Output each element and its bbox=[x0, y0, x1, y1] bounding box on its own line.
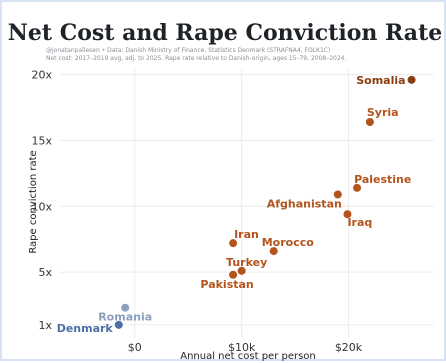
y-tick-label-10x: 10x bbox=[31, 200, 52, 213]
point-label-pakistan: Pakistan bbox=[200, 278, 253, 291]
chart-title: Net Cost and Rape Conviction Rate bbox=[8, 20, 442, 46]
point-pakistan bbox=[229, 270, 238, 279]
point-label-denmark: Denmark bbox=[57, 322, 114, 335]
point-label-morocco: Morocco bbox=[262, 236, 315, 249]
point-morocco bbox=[269, 247, 278, 256]
y-axis-ticks: 1x 5x 10x 15x 20x bbox=[31, 69, 52, 332]
x-tick-label-20k: $20k bbox=[335, 341, 363, 354]
chart-subtitle-line-1: @jonatanpallesen • Data: Danish Ministry… bbox=[46, 47, 330, 54]
x-tick-label-0: $0 bbox=[128, 341, 142, 354]
point-iran bbox=[229, 239, 238, 248]
point-label-palestine: Palestine bbox=[354, 173, 411, 186]
point-denmark bbox=[114, 320, 123, 329]
y-axis-label: Rape conviction rate bbox=[28, 150, 39, 253]
point-label-iraq: Iraq bbox=[347, 216, 372, 229]
y-tick-label-20x: 20x bbox=[31, 69, 52, 82]
x-axis-ticks: $0 $10k $20k bbox=[128, 341, 363, 354]
y-tick-label-5x: 5x bbox=[38, 266, 52, 279]
point-palestine bbox=[353, 183, 362, 192]
point-iraq bbox=[343, 210, 352, 219]
point-label-romania: Romania bbox=[98, 311, 152, 324]
point-label-iran: Iran bbox=[234, 228, 259, 241]
gridlines bbox=[60, 68, 434, 338]
point-label-turkey: Turkey bbox=[226, 256, 267, 269]
x-tick-label-10k: $10k bbox=[228, 341, 256, 354]
point-afghanistan bbox=[333, 190, 342, 199]
point-syria bbox=[365, 118, 374, 126]
point-turkey bbox=[237, 266, 246, 275]
point-somalia bbox=[407, 75, 416, 84]
point-label-syria: Syria bbox=[367, 106, 399, 119]
point-romania bbox=[121, 303, 130, 312]
point-label-afghanistan: Afghanistan bbox=[267, 197, 342, 210]
y-tick-label-15x: 15x bbox=[31, 134, 52, 147]
point-label-somalia: Somalia bbox=[356, 74, 405, 87]
chart-subtitle-line-2: Net cost: 2017–2019 avg, adj. to 2025. R… bbox=[46, 55, 346, 62]
x-axis-label: Annual net cost per person bbox=[180, 351, 316, 362]
y-tick-label-1x: 1x bbox=[38, 319, 52, 332]
